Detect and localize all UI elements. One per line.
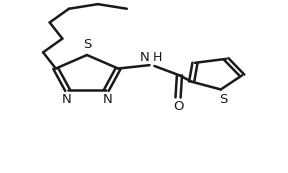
Text: O: O [173,99,183,112]
Text: N: N [103,93,113,107]
Text: N: N [140,51,149,64]
Text: N: N [61,93,71,107]
Text: H: H [152,51,162,64]
Text: S: S [219,93,228,106]
Text: S: S [83,38,91,51]
